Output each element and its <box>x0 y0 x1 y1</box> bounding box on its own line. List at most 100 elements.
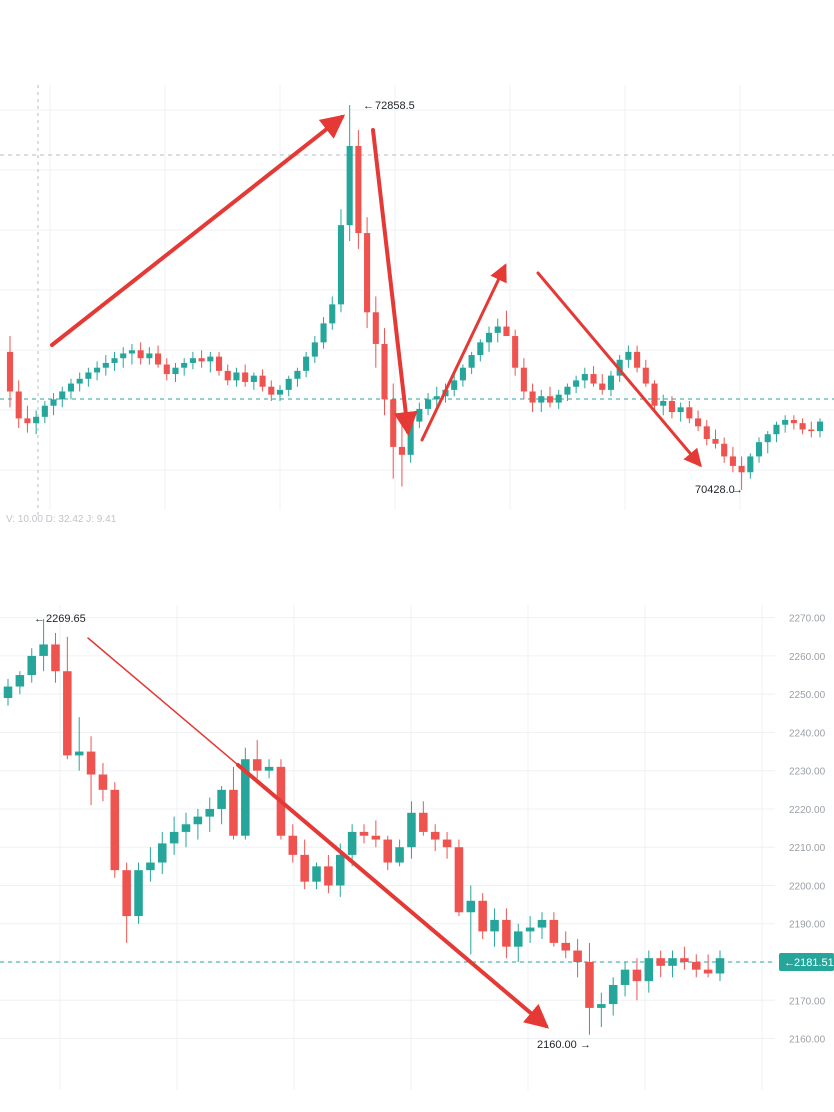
bottom-candle <box>715 950 725 982</box>
top-candle <box>381 328 388 416</box>
top-candle-body <box>573 380 580 387</box>
top-candle-body <box>276 389 284 395</box>
bottom-candle <box>27 648 37 683</box>
bottom-candle <box>110 782 120 878</box>
top-candle-body <box>189 358 196 363</box>
top-candle <box>459 364 466 387</box>
top-candle-body <box>390 399 397 447</box>
bottom-candle-body <box>656 958 665 966</box>
top-candle <box>6 336 14 408</box>
top-candle-body <box>625 351 632 360</box>
trend-arrow-down-1 <box>371 128 418 436</box>
top-candle-body <box>782 419 789 425</box>
top-candle-body <box>364 233 371 313</box>
top-candle-body <box>41 405 48 417</box>
bottom-candle <box>573 939 582 978</box>
top-candle <box>686 400 693 424</box>
svg-text:←: ← <box>34 613 45 625</box>
bottom-low-label: 2160.00 <box>537 1039 577 1051</box>
bottom-candle <box>656 950 665 978</box>
bottom-candle-body <box>561 942 571 951</box>
bottom-candle-body <box>347 831 357 855</box>
top-candle <box>764 431 771 454</box>
top-candle-body <box>529 391 536 403</box>
top-candle-body <box>355 145 362 234</box>
top-candle <box>233 367 240 387</box>
current-price-tag: ← 2181.51 <box>779 953 834 971</box>
bottom-candle-body <box>442 839 452 848</box>
top-candle <box>146 347 153 365</box>
top-candle-body <box>747 456 754 473</box>
top-candle <box>320 317 327 349</box>
bottom-candle-body <box>513 931 523 947</box>
top-candle-body <box>85 372 92 379</box>
top-candle <box>529 383 536 413</box>
top-candle <box>799 418 806 435</box>
top-candle <box>59 386 66 408</box>
top-candle <box>451 374 458 397</box>
bottom-candle-body <box>51 644 60 672</box>
bottom-candle-body <box>335 854 345 886</box>
trend-arrow-up-1 <box>50 114 346 347</box>
top-candle <box>494 318 501 343</box>
y-axis-tick-label: 2260.00 <box>789 652 826 663</box>
bottom-candle-body <box>573 950 582 962</box>
top-candle <box>268 380 275 401</box>
bottom-candle-body <box>703 969 713 974</box>
bottom-candle-body <box>3 686 13 698</box>
top-candle <box>67 378 75 400</box>
top-high-annotation: ← 72858.5 <box>363 100 415 112</box>
top-candle <box>390 383 397 479</box>
top-candle <box>599 374 606 395</box>
bottom-candle-body <box>324 866 333 886</box>
bottom-candle-body <box>217 789 226 809</box>
top-low-annotation: 70428.0 → <box>695 484 743 496</box>
y-axis-tick-label: 2220.00 <box>789 805 826 816</box>
top-candle <box>189 351 196 370</box>
top-candle-body <box>503 326 510 337</box>
top-candle-body <box>703 426 710 439</box>
top-candle-body <box>790 419 797 424</box>
top-candle <box>172 362 179 382</box>
bottom-candle <box>442 831 452 859</box>
top-candle-body <box>233 372 240 381</box>
top-candle <box>790 415 797 430</box>
bottom-candle-body <box>146 862 155 871</box>
top-candle <box>703 419 710 446</box>
top-high-label: 72858.5 <box>375 100 415 112</box>
bottom-candle-body <box>502 919 511 947</box>
top-candle <box>677 402 684 422</box>
top-candle-body <box>346 145 353 226</box>
bottom-candle <box>620 962 630 997</box>
svg-text:←: ← <box>784 957 795 969</box>
top-candle-body <box>329 304 336 324</box>
bottom-candle-body <box>490 919 499 932</box>
top-candle <box>660 394 667 416</box>
btc-candlestick-panel: ← 72858.5 70428.0 → V: 10.00 D: 32.42 J:… <box>0 85 834 525</box>
bottom-candle <box>608 977 618 1016</box>
bottom-candle <box>74 717 84 771</box>
top-candle <box>76 372 83 392</box>
bottom-candle <box>15 671 25 695</box>
trend-arrow-up-2 <box>420 263 507 442</box>
bottom-candle <box>51 632 60 683</box>
bottom-candle <box>680 946 689 970</box>
top-candle-body <box>555 394 562 403</box>
top-candle <box>590 366 597 387</box>
bottom-candle <box>181 812 191 848</box>
top-candle <box>137 342 144 365</box>
top-candle <box>512 329 519 376</box>
top-candle <box>668 396 675 419</box>
bottom-candle-body <box>98 774 108 790</box>
bottom-candle <box>549 912 559 947</box>
top-candle <box>337 209 345 313</box>
top-gridlines <box>0 85 834 510</box>
bottom-candle-body <box>63 671 72 756</box>
top-candle <box>94 361 101 381</box>
top-candle-body <box>337 225 345 305</box>
top-candle-body <box>294 370 301 379</box>
current-price-label: 2181.51 <box>794 957 834 969</box>
top-candle-body <box>120 353 127 359</box>
top-candle <box>555 389 562 409</box>
top-candle <box>372 296 379 368</box>
